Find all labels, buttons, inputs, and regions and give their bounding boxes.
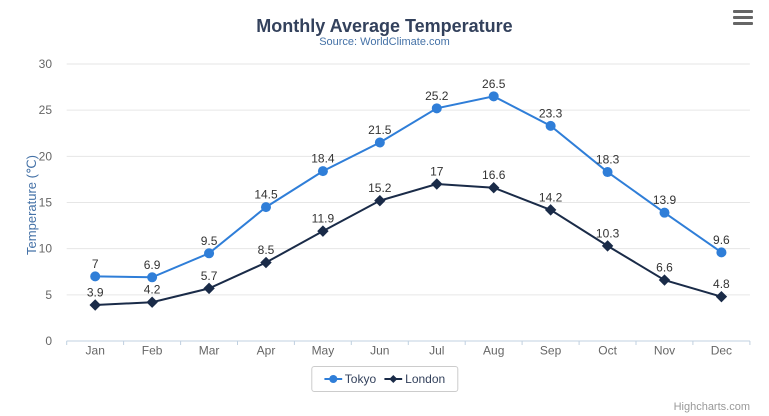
svg-text:Jul: Jul <box>429 344 444 358</box>
svg-text:Jan: Jan <box>86 344 105 358</box>
svg-text:15: 15 <box>39 196 53 210</box>
svg-text:10.3: 10.3 <box>596 226 620 240</box>
svg-text:18.4: 18.4 <box>311 152 335 166</box>
svg-text:3.9: 3.9 <box>87 286 104 300</box>
svg-text:Apr: Apr <box>257 344 276 358</box>
svg-text:4.8: 4.8 <box>713 277 730 291</box>
svg-text:15.2: 15.2 <box>368 181 392 195</box>
svg-text:30: 30 <box>39 57 53 71</box>
svg-text:8.5: 8.5 <box>258 243 275 257</box>
svg-text:13.9: 13.9 <box>653 193 677 207</box>
svg-text:6.9: 6.9 <box>144 258 161 272</box>
svg-text:21.5: 21.5 <box>368 123 392 137</box>
svg-text:Jun: Jun <box>370 344 389 358</box>
svg-text:Oct: Oct <box>598 344 617 358</box>
svg-text:Nov: Nov <box>654 344 675 358</box>
svg-text:11.9: 11.9 <box>312 212 335 226</box>
svg-text:Feb: Feb <box>142 344 163 358</box>
svg-text:14.2: 14.2 <box>539 190 563 204</box>
svg-text:26.5: 26.5 <box>482 77 506 91</box>
svg-text:5: 5 <box>45 288 52 302</box>
svg-text:9.5: 9.5 <box>201 234 218 248</box>
svg-text:7: 7 <box>92 257 99 271</box>
svg-text:17: 17 <box>430 165 444 179</box>
svg-text:25.2: 25.2 <box>425 89 449 103</box>
svg-text:4.2: 4.2 <box>144 283 161 297</box>
svg-text:10: 10 <box>39 242 53 256</box>
svg-text:16.6: 16.6 <box>482 168 506 182</box>
svg-text:Mar: Mar <box>199 344 220 358</box>
svg-text:Dec: Dec <box>711 344 732 358</box>
svg-text:May: May <box>312 344 335 358</box>
svg-text:18.3: 18.3 <box>596 153 620 167</box>
svg-text:5.7: 5.7 <box>201 269 218 283</box>
svg-text:Aug: Aug <box>483 344 504 358</box>
svg-text:20: 20 <box>39 149 53 163</box>
svg-text:Sep: Sep <box>540 344 562 358</box>
svg-text:14.5: 14.5 <box>254 188 278 202</box>
svg-text:9.6: 9.6 <box>713 233 730 247</box>
svg-text:6.6: 6.6 <box>656 261 673 275</box>
svg-text:23.3: 23.3 <box>539 106 563 120</box>
svg-text:25: 25 <box>39 103 53 117</box>
svg-text:0: 0 <box>45 334 52 348</box>
